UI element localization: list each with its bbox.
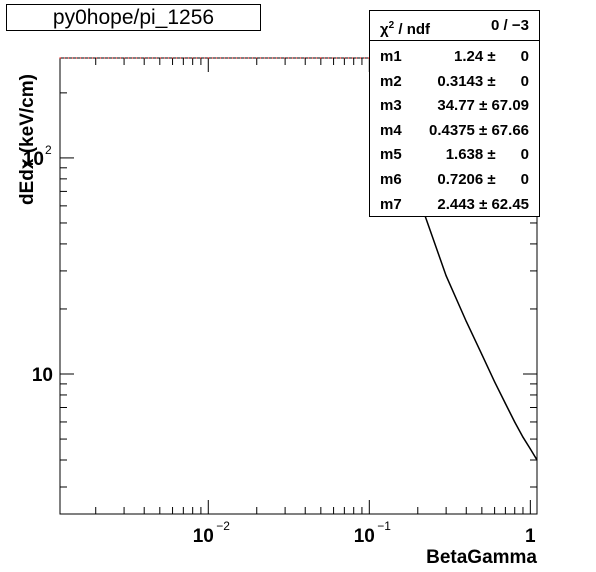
series-point (494, 381, 496, 383)
series-point (536, 459, 538, 461)
chi-symbol: χ (380, 21, 389, 38)
series-point (59, 57, 61, 59)
param-name: m6 (380, 171, 402, 188)
series-point (207, 57, 209, 59)
stats-row-m7: m7 2.443 ± 62.45 (370, 192, 539, 218)
chi2-ndf-value: 0 / −3 (491, 17, 529, 34)
y-tick-label-exponent: 2 (45, 143, 52, 157)
series-point (504, 402, 506, 405)
param-value: 34.77 ± 67.09 (437, 97, 529, 115)
param-name: m7 (380, 195, 402, 213)
x-tick-label: 10 (193, 526, 214, 547)
y-axis-label: dEdx (keV/cm) (17, 74, 38, 205)
series-point (465, 320, 467, 323)
param-name: m3 (380, 97, 402, 115)
param-name: m1 (380, 48, 402, 65)
series-point (445, 275, 447, 277)
param-value: 1.638 ± 0 (445, 146, 529, 164)
stats-row-m4: m4 0.4375 ± 67.66 (370, 118, 539, 144)
stats-row-m5: m5 1.638 ± 0 (370, 142, 539, 168)
stats-row-m2: m2 0.3143 ± 0 (370, 69, 539, 95)
x-tick-label-exponent: −2 (216, 519, 230, 533)
x-tick-label: 10 (354, 526, 375, 547)
param-name: m5 (380, 146, 402, 164)
x-tick-label-exponent: −1 (377, 519, 391, 533)
plot-frame (59, 57, 538, 515)
param-value: 0.3143 ± 0 (437, 72, 529, 90)
series-point (481, 354, 483, 356)
param-value: 0.7206 ± 0 (437, 171, 529, 188)
series-point (529, 448, 531, 450)
series-point (522, 436, 524, 438)
stats-row-m6: m6 0.7206 ± 0 (370, 167, 539, 193)
series-line-1 (423, 213, 538, 461)
fit-stats-box: χ2 / ndf 0 / −3 m1 1.24 ± 0 m2 0.3143 ± 0 m3… (369, 10, 540, 217)
series-point (514, 421, 516, 423)
series-point (320, 57, 322, 59)
param-value: 0.4375 ± 67.66 (429, 121, 529, 139)
stats-separator (370, 40, 539, 41)
chi-exponent: 2 (388, 20, 395, 31)
chi2-ndf-label: χ2 / ndf (380, 13, 430, 43)
x-axis-label: BetaGamma (426, 547, 537, 568)
param-value: 2.443 ± 62.45 (437, 195, 529, 213)
stats-row-m3: m3 34.77 ± 67.09 (370, 93, 539, 119)
param-name: m4 (380, 121, 402, 139)
y-tick-label: 10 (32, 365, 53, 386)
param-name: m2 (380, 72, 402, 90)
x-tick-label: 1 (525, 526, 536, 547)
stats-row-m1: m1 1.24 ± 0 (370, 44, 539, 70)
stats-header-row: χ2 / ndf 0 / −3 (370, 13, 539, 39)
param-value: 1.24 ± 0 (454, 48, 529, 65)
chart-title: py0hope/pi_1256 (6, 4, 261, 31)
y-tick-label: 10 (23, 149, 44, 170)
ndf-text: / ndf (394, 21, 431, 38)
